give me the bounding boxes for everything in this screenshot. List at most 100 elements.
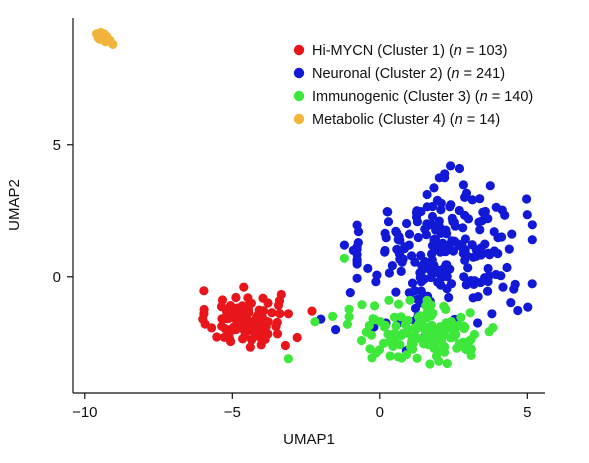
data-point-series-2-130	[422, 202, 432, 212]
data-point-series-2-3	[458, 180, 468, 190]
data-point-series-2-121	[483, 263, 493, 274]
data-point-series-3-18	[385, 351, 395, 361]
data-point-series-2-40	[468, 293, 478, 303]
data-point-series-3-118	[461, 344, 471, 355]
data-point-series-2-46	[473, 318, 483, 328]
data-point-series-2-134	[384, 268, 394, 278]
data-point-series-2-159	[396, 266, 406, 276]
data-point-series-3-125	[390, 328, 400, 338]
data-point-series-2-208	[416, 207, 426, 217]
data-point-series-1-92	[240, 330, 250, 340]
data-point-series-1-20	[231, 292, 241, 303]
legend: Hi-MYCN (Cluster 1) (n = 103) Neuronal (C…	[293, 43, 533, 128]
data-point-series-3-111	[357, 300, 367, 310]
data-point-series-1-95	[221, 306, 231, 316]
data-point-series-2-105	[380, 245, 390, 256]
data-point-series-1-101	[307, 306, 317, 316]
data-point-series-2-169	[404, 288, 414, 298]
data-point-series-1-103	[198, 314, 208, 324]
y-tick-label-1: 5	[53, 137, 61, 154]
data-point-series-1-60	[239, 282, 249, 292]
data-point-series-2-224	[474, 217, 484, 227]
data-point-series-1-51	[247, 335, 257, 345]
data-point-series-3-54	[393, 352, 403, 362]
data-point-series-1-77	[260, 334, 270, 344]
data-point-series-1-3	[245, 342, 255, 352]
data-point-series-2-197	[522, 210, 532, 220]
points-layer	[92, 27, 537, 369]
data-point-series-2-1	[483, 286, 493, 296]
data-point-series-2-150	[393, 235, 403, 245]
data-point-series-2-97	[483, 276, 493, 287]
data-point-series-3-121	[421, 301, 431, 311]
data-point-series-2-126	[363, 263, 373, 273]
data-point-series-2-173	[445, 202, 455, 212]
data-point-series-1-37	[199, 286, 209, 296]
data-point-series-2-222	[504, 244, 514, 254]
data-point-series-2-211	[352, 273, 362, 283]
data-point-series-3-139	[434, 356, 444, 366]
data-point-series-2-119	[497, 205, 507, 215]
data-point-series-2-2	[513, 305, 523, 316]
legend-label-1: Hi-MYCN (Cluster 1) (n = 103)	[312, 43, 507, 59]
data-point-series-2-17	[459, 272, 469, 282]
data-point-series-3-77	[389, 312, 399, 322]
x-axis-title: UMAP1	[283, 431, 335, 448]
data-point-series-3-135	[328, 311, 338, 321]
data-point-series-2-13	[460, 234, 470, 244]
data-point-series-2-166	[421, 230, 431, 240]
data-point-series-2-42	[391, 287, 401, 297]
data-point-series-2-141	[436, 205, 446, 215]
data-point-series-1-84	[233, 322, 244, 332]
data-point-series-2-232	[440, 169, 450, 179]
data-point-series-1-46	[275, 309, 285, 319]
data-point-series-2-184	[432, 195, 442, 205]
data-point-series-3-109	[370, 301, 380, 311]
data-point-series-2-177	[527, 279, 537, 289]
y-tick-label-0: 0	[53, 269, 61, 286]
data-point-series-2-153	[460, 192, 470, 202]
data-point-series-2-86	[496, 271, 506, 281]
data-point-series-1-83	[263, 298, 273, 308]
ticks-layer: −10 −5 0 5 0 5	[53, 137, 532, 421]
data-point-series-3-39	[442, 358, 452, 369]
x-tick-label-2: 0	[376, 404, 384, 421]
data-point-series-2-221	[447, 236, 457, 246]
data-point-series-3-89	[383, 329, 393, 339]
data-point-series-2-204	[466, 276, 476, 286]
data-point-series-3-128	[344, 312, 354, 322]
data-point-series-2-155	[502, 262, 512, 273]
data-point-series-3-87	[452, 343, 462, 353]
series-3	[283, 253, 498, 369]
data-point-series-3-97	[375, 317, 385, 327]
data-point-series-3-75	[389, 335, 399, 345]
data-point-series-2-225	[446, 279, 457, 289]
data-point-series-2-188	[422, 189, 432, 200]
data-point-series-2-203	[468, 252, 478, 262]
data-point-series-2-215	[428, 269, 438, 279]
data-point-series-2-229	[415, 272, 425, 283]
legend-label-2: Neuronal (Cluster 2) (n = 241)	[312, 66, 505, 82]
data-point-series-3-133	[406, 342, 416, 352]
data-point-series-2-187	[410, 257, 420, 267]
data-point-series-3-134	[310, 317, 320, 327]
data-point-series-2-193	[527, 235, 537, 245]
data-point-series-2-223	[352, 220, 362, 230]
data-point-series-2-19	[522, 194, 532, 204]
data-point-series-2-209	[429, 234, 439, 244]
data-point-series-2-113	[381, 233, 391, 243]
data-point-series-2-181	[449, 217, 459, 227]
data-point-series-1-85	[259, 324, 269, 334]
data-point-series-2-144	[498, 282, 508, 292]
data-point-series-2-36	[407, 278, 418, 288]
data-point-series-2-227	[489, 246, 499, 256]
data-point-series-2-89	[507, 229, 517, 239]
data-point-series-2-240	[487, 309, 497, 319]
data-point-series-3-137	[283, 354, 293, 364]
legend-marker-1	[293, 44, 305, 56]
data-point-series-4-14	[108, 39, 118, 50]
data-point-series-1-96	[225, 334, 235, 344]
data-point-series-3-130	[431, 343, 441, 354]
data-point-series-3-99	[441, 304, 451, 314]
data-point-series-2-196	[412, 217, 422, 227]
